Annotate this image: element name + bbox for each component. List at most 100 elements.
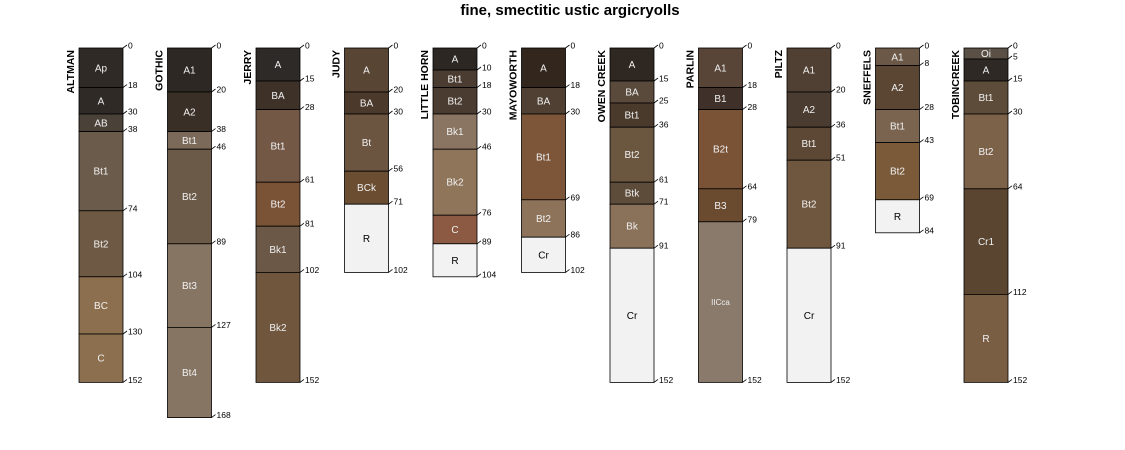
horizon-label: Bt2 xyxy=(801,200,816,211)
depth-label: 102 xyxy=(305,265,319,275)
depth-label: 30 xyxy=(482,107,492,117)
depth-label: 46 xyxy=(482,142,492,152)
depth-label: 130 xyxy=(128,327,142,337)
profile-little-horn: LITTLE HORN A 0 10 Bt1 18 Bt2 30 Bk1 46 Bk2 76 C 89 R 1… xyxy=(419,41,496,280)
horizon-block xyxy=(698,47,743,88)
horizon-block xyxy=(344,113,389,172)
horizon-label: A2 xyxy=(803,105,816,116)
depth-tick xyxy=(742,185,747,190)
depth-tick xyxy=(122,273,128,278)
horizon-label: R xyxy=(894,212,901,223)
depth-tick xyxy=(1007,291,1013,295)
profile-name: MAYOWORTH xyxy=(508,50,520,120)
depth-tick xyxy=(1007,379,1013,383)
depth-label: 20 xyxy=(836,85,846,95)
depth-tick xyxy=(299,178,305,183)
depth-label: 51 xyxy=(836,153,846,163)
horizon-label: Ap xyxy=(95,63,108,74)
horizon-label: C xyxy=(97,354,104,365)
depth-tick xyxy=(299,379,305,383)
depth-tick xyxy=(653,77,659,82)
depth-tick xyxy=(388,200,393,205)
horizon-label: Cr xyxy=(804,311,815,322)
horizon-label: Bt1 xyxy=(182,136,197,147)
depth-tick xyxy=(742,218,747,223)
horizon-block xyxy=(521,236,566,273)
depth-label: 30 xyxy=(571,107,581,117)
horizon-label: Bt1 xyxy=(801,139,816,150)
horizon-label: A xyxy=(629,60,636,71)
depth-label: 79 xyxy=(748,214,758,224)
horizon-block xyxy=(609,247,655,383)
horizon-label: IICca xyxy=(711,298,730,307)
horizon-block xyxy=(432,113,478,150)
depth-tick xyxy=(211,44,216,49)
depth-label: 28 xyxy=(925,102,935,112)
profile-owen-creek: OWEN CREEK A 0 15 BA 25 Bt1 36 Bt2 61 Btk 71 Bk 91 Cr 1… xyxy=(596,41,673,385)
depth-tick xyxy=(1007,44,1013,49)
horizon-block xyxy=(786,126,832,161)
horizon-label: A1 xyxy=(183,66,196,77)
depth-tick xyxy=(830,244,836,249)
depth-label: 46 xyxy=(217,142,227,152)
horizon-block xyxy=(963,293,1009,383)
horizon-block xyxy=(963,188,1009,295)
horizon-label: Bt1 xyxy=(93,167,108,178)
depth-label: 152 xyxy=(836,375,850,385)
horizon-block xyxy=(609,102,655,128)
horizon-label: BC xyxy=(94,301,108,312)
profile-name: PILTZ xyxy=(773,49,785,78)
horizon-label: Bk2 xyxy=(269,323,287,334)
horizon-block xyxy=(167,243,212,328)
depth-tick xyxy=(1007,55,1013,60)
depth-label: 28 xyxy=(305,102,315,112)
depth-tick xyxy=(476,110,482,115)
depth-tick xyxy=(388,88,393,93)
depth-label: 64 xyxy=(748,181,758,191)
depth-label: 15 xyxy=(659,74,669,84)
profile-tobincreek: TOBINCREEK Oi 05 A 15 Bt1 30 Bt2 64 Cr1 112 R 152 xyxy=(950,41,1027,385)
depth-tick xyxy=(299,222,305,227)
figure-title: fine, smectitic ustic argicryolls xyxy=(460,2,680,19)
horizon-label: Bk2 xyxy=(446,178,464,189)
horizon-label: A2 xyxy=(891,83,904,94)
depth-label: 15 xyxy=(1013,74,1023,84)
depth-label: 152 xyxy=(128,375,142,385)
depth-tick xyxy=(476,211,482,216)
horizon-label: Cr1 xyxy=(978,237,995,248)
depth-tick xyxy=(919,196,924,201)
depth-label: 61 xyxy=(305,175,315,185)
depth-label: 30 xyxy=(128,107,138,117)
horizon-label: Bt4 xyxy=(182,368,197,379)
depth-tick xyxy=(830,44,836,49)
profile-name: GOTHIC xyxy=(154,50,166,91)
horizon-label: Bt1 xyxy=(624,111,639,122)
depth-label: 0 xyxy=(394,41,399,51)
horizon-block xyxy=(786,159,832,249)
profile-altman: ALTMAN Ap 0 18 A 30 AB 38 Bt1 74 Bt2 104 BC 130 C 152 xyxy=(65,41,142,385)
horizon-block xyxy=(167,148,212,245)
depth-label: 0 xyxy=(482,41,487,51)
depth-tick xyxy=(476,273,482,278)
depth-tick xyxy=(211,240,216,245)
horizon-label: Bt2 xyxy=(624,150,639,161)
depth-label: 18 xyxy=(482,80,492,90)
depth-tick xyxy=(653,200,659,205)
horizon-block xyxy=(344,170,389,205)
depth-tick xyxy=(565,196,570,201)
depth-label: 74 xyxy=(128,203,138,213)
depth-tick xyxy=(919,106,924,110)
depth-tick xyxy=(388,110,393,115)
horizon-label: A1 xyxy=(891,52,904,63)
depth-tick xyxy=(122,84,128,88)
depth-label: 152 xyxy=(305,375,319,385)
depth-label: 69 xyxy=(571,192,581,202)
horizon-label: BA xyxy=(537,96,551,107)
horizon-label: BA xyxy=(271,91,285,102)
profile-piltz: PILTZ A1 0 20 A2 36 Bt1 51 Bt2 91 Cr 152 xyxy=(773,41,850,385)
horizon-block xyxy=(344,203,389,273)
horizon-block xyxy=(255,271,301,383)
depth-tick xyxy=(653,244,659,249)
horizon-label: A1 xyxy=(803,66,816,77)
